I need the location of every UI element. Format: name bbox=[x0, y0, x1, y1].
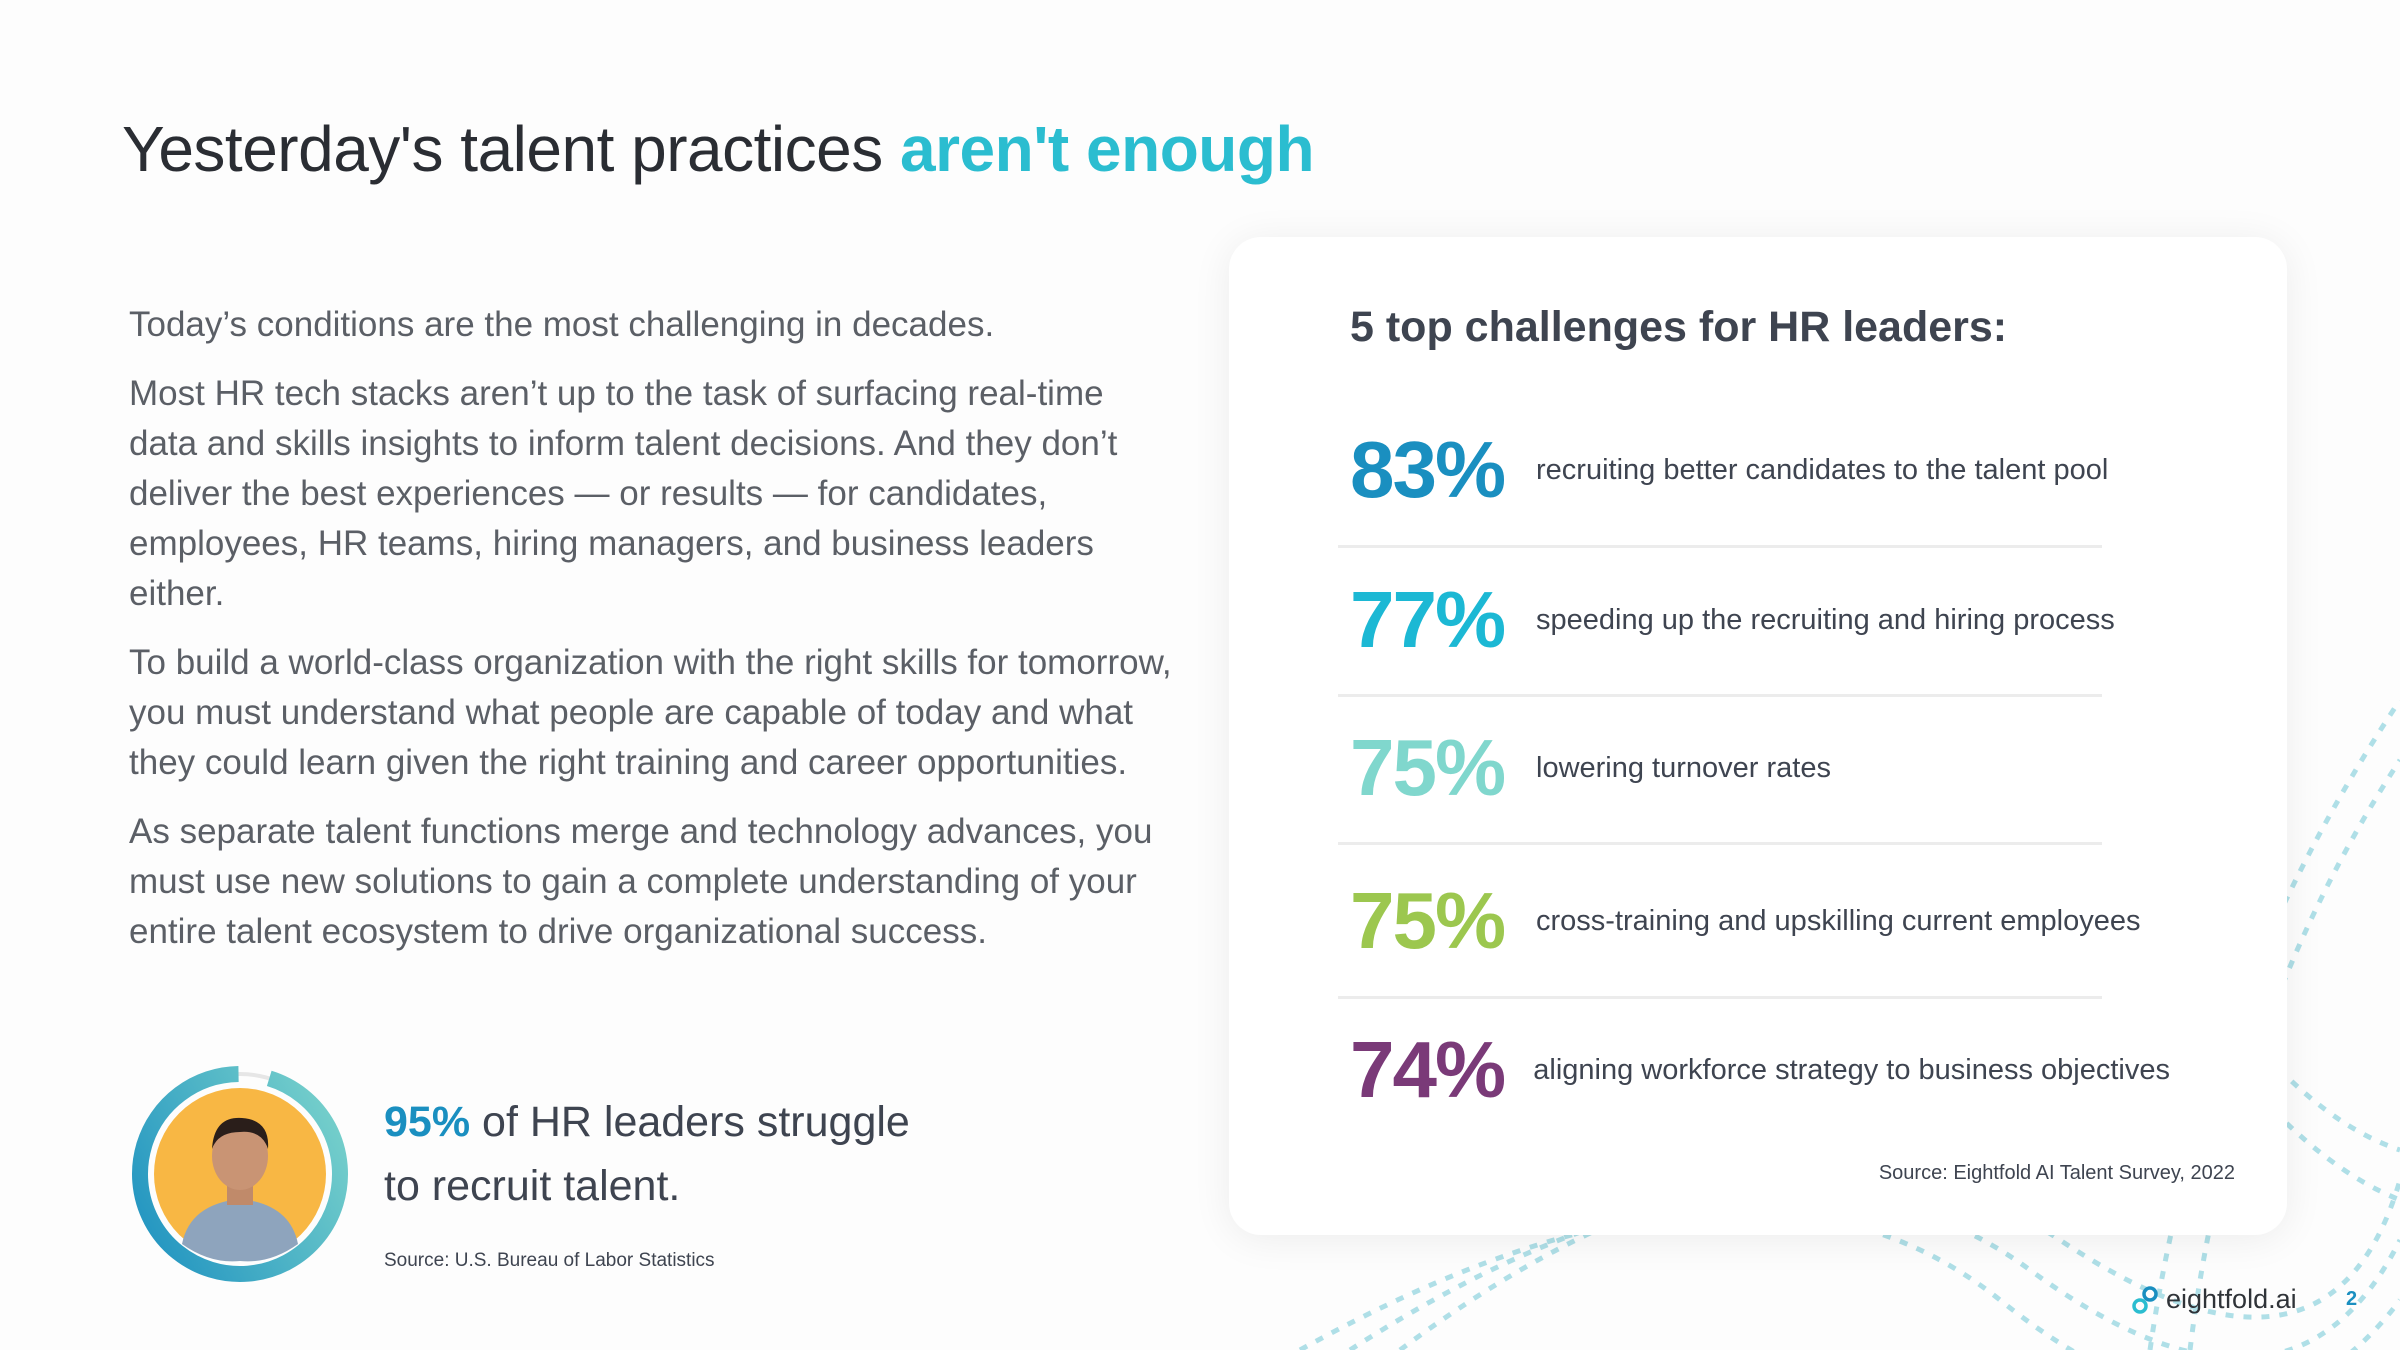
challenge-text: lowering turnover rates bbox=[1536, 751, 1831, 784]
infinity-logo-icon bbox=[2132, 1285, 2158, 1314]
challenge-percent: 75% bbox=[1350, 876, 1506, 965]
eightfold-logo[interactable]: eightfold.ai bbox=[2130, 1284, 2297, 1315]
intro-paragraph: As separate talent functions merge and t… bbox=[129, 812, 1153, 951]
stat-source: Source: U.S. Bureau of Labor Statistics bbox=[384, 1250, 715, 1271]
divider bbox=[1338, 996, 2102, 999]
challenge-row: 75% lowering turnover rates bbox=[1350, 713, 2170, 823]
challenge-text: recruiting better candidates to the tale… bbox=[1536, 453, 2109, 486]
challenge-percent: 74% bbox=[1350, 1025, 1506, 1114]
stat-line2: to recruit talent. bbox=[384, 1162, 681, 1210]
card-source: Source: Eightfold AI Talent Survey, 2022 bbox=[1878, 1162, 2235, 1184]
stat-callout: 95% of HR leaders struggle to recruit ta… bbox=[384, 1090, 910, 1218]
challenge-row: 83% recruiting better candidates to the t… bbox=[1350, 415, 2170, 525]
challenge-text: aligning workforce strategy to business … bbox=[1533, 1053, 2170, 1086]
intro-paragraph: Most HR tech stacks aren’t up to the tas… bbox=[129, 374, 1118, 613]
page-number: 2 bbox=[2346, 1288, 2358, 1310]
intro-paragraph: To build a world-class organization with… bbox=[129, 643, 1172, 782]
avatar-person-icon bbox=[182, 1117, 298, 1262]
card-title: 5 top challenges for HR leaders: bbox=[1350, 303, 2008, 351]
challenge-text: speeding up the recruiting and hiring pr… bbox=[1536, 603, 2115, 636]
divider bbox=[1338, 545, 2102, 548]
challenge-percent: 83% bbox=[1350, 425, 1506, 514]
intro-text: Today’s conditions are the most challeng… bbox=[129, 300, 1179, 976]
intro-paragraph: Today’s conditions are the most challeng… bbox=[129, 305, 995, 344]
title-plain: Yesterday's talent practices bbox=[122, 113, 900, 185]
challenge-row: 75% cross-training and upskilling current… bbox=[1350, 866, 2170, 976]
stat-line1: of HR leaders struggle bbox=[470, 1098, 910, 1146]
ring-fill bbox=[132, 1066, 348, 1282]
page-title: Yesterday's talent practices aren't enou… bbox=[122, 112, 1315, 186]
challenges-card: 5 top challenges for HR leaders: 83% recr… bbox=[1229, 237, 2287, 1235]
logo-text: eightfold.ai bbox=[2166, 1284, 2297, 1314]
progress-ring-avatar bbox=[132, 1066, 348, 1282]
challenge-percent: 75% bbox=[1350, 723, 1506, 812]
challenge-text: cross-training and upskilling current em… bbox=[1536, 904, 2141, 937]
challenge-percent: 77% bbox=[1350, 575, 1506, 664]
divider bbox=[1338, 694, 2102, 697]
title-accent: aren't enough bbox=[900, 113, 1315, 185]
challenge-row: 74% aligning workforce strategy to busine… bbox=[1350, 1015, 2170, 1125]
stat-highlight: 95% bbox=[384, 1098, 471, 1146]
challenge-row: 77% speeding up the recruiting and hiring… bbox=[1350, 565, 2170, 675]
divider bbox=[1338, 842, 2102, 845]
